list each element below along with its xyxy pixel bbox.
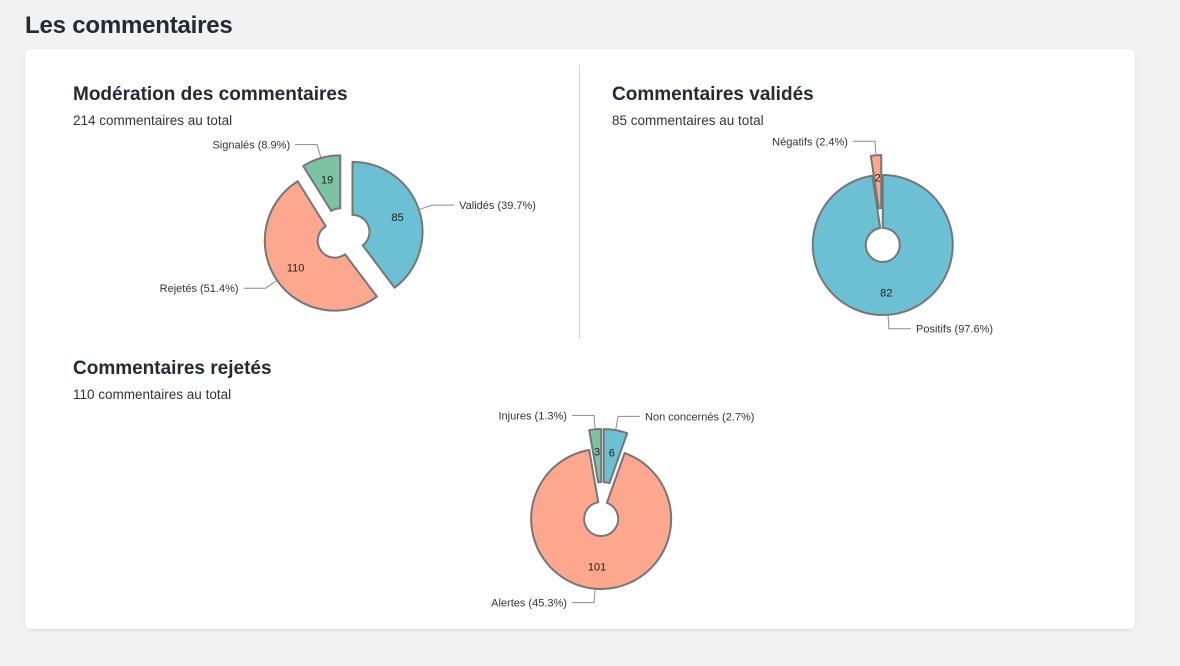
callout-label: Rejetés (51.4%) bbox=[160, 283, 239, 295]
callout-label: Injures (1.3%) bbox=[498, 410, 566, 422]
callout-leader-line bbox=[615, 415, 641, 430]
pie-slice-group-negatifs: 2 Négatifs (2.4%) bbox=[772, 136, 883, 210]
pie-chart-rejected: 6 Non concernés (2.7%) 101 Alertes (45.3%) 3… bbox=[491, 410, 754, 610]
comments-stats-card: Modération des commentaires 214 commenta… bbox=[25, 49, 1135, 629]
pie-slice-signales[interactable] bbox=[302, 154, 342, 212]
pie-slice-negatifs[interactable] bbox=[869, 154, 883, 210]
pie-slice-alertes[interactable] bbox=[530, 448, 673, 590]
pie-slice-group-rejetes: 110 Rejetés (51.4%) bbox=[160, 180, 378, 312]
callout-label: Non concernés (2.7%) bbox=[645, 411, 754, 423]
slice-value-label: 82 bbox=[880, 287, 892, 299]
callout-leader-line bbox=[887, 315, 912, 330]
chart-title: Commentaires validés bbox=[612, 84, 814, 105]
callout-label: Négatifs (2.4%) bbox=[772, 136, 848, 148]
pie-slice-group-injures: 3 Injures (1.3%) bbox=[498, 410, 603, 484]
pie-slice-group-positifs: 82 Positifs (97.6%) bbox=[811, 173, 993, 336]
slice-value-label: 19 bbox=[321, 175, 333, 187]
pie-slice-valides[interactable] bbox=[351, 160, 424, 289]
pie-slice-group-non-concernes: 6 Non concernés (2.7%) bbox=[602, 411, 754, 485]
pie-slice-positifs[interactable] bbox=[811, 173, 954, 316]
slice-value-label: 2 bbox=[875, 173, 881, 185]
callout-leader-line bbox=[571, 589, 596, 604]
slice-value-label: 3 bbox=[594, 447, 600, 459]
panel-moderation: Modération des commentaires 214 commenta… bbox=[73, 84, 553, 344]
callout-label: Signalés (8.9%) bbox=[212, 140, 290, 152]
callout-leader-line bbox=[852, 140, 877, 155]
callout-leader-line bbox=[419, 204, 455, 210]
page-title: Les commentaires bbox=[25, 12, 233, 39]
callout-leader-line bbox=[295, 144, 322, 158]
pie-slice-group-signales: 19 Signalés (8.9%) bbox=[212, 140, 342, 212]
panel-validated: Commentaires validés 85 commentaires au … bbox=[612, 84, 1092, 344]
pie-slice-injures[interactable] bbox=[588, 428, 603, 484]
callout-leader-line bbox=[571, 414, 596, 429]
chart-subtitle: 110 commentaires au total bbox=[73, 387, 232, 402]
slice-value-label: 85 bbox=[391, 212, 403, 224]
slice-value-label: 6 bbox=[609, 447, 615, 459]
pie-chart-moderation: 85 Validés (39.7%) 110 Rejetés (51.4%) 19 Sig… bbox=[160, 140, 536, 312]
slice-value-label: 110 bbox=[287, 263, 305, 275]
slice-value-label: 101 bbox=[588, 561, 606, 573]
callout-leader-line bbox=[243, 280, 277, 289]
panel-rejected: Commentaires rejetés 110 commentaires au… bbox=[73, 358, 1073, 618]
chart-subtitle: 214 commentaires au total bbox=[73, 113, 233, 128]
pie-slice-group-valides: 85 Validés (39.7%) bbox=[351, 160, 536, 289]
chart-subtitle: 85 commentaires au total bbox=[612, 113, 764, 128]
callout-label: Alertes (45.3%) bbox=[491, 598, 567, 610]
chart-title: Modération des commentaires bbox=[73, 84, 348, 105]
callout-label: Positifs (97.6%) bbox=[916, 324, 993, 336]
pie-slice-group-alertes: 101 Alertes (45.3%) bbox=[491, 448, 673, 610]
callout-label: Validés (39.7%) bbox=[459, 200, 536, 212]
pie-chart-validated: 82 Positifs (97.6%) 2 Négatifs (2.4%) bbox=[772, 136, 993, 336]
pie-slice-non-concernes[interactable] bbox=[602, 428, 629, 485]
pie-slice-rejetes[interactable] bbox=[263, 180, 378, 312]
chart-title: Commentaires rejetés bbox=[73, 358, 272, 379]
panel-divider bbox=[579, 65, 580, 339]
